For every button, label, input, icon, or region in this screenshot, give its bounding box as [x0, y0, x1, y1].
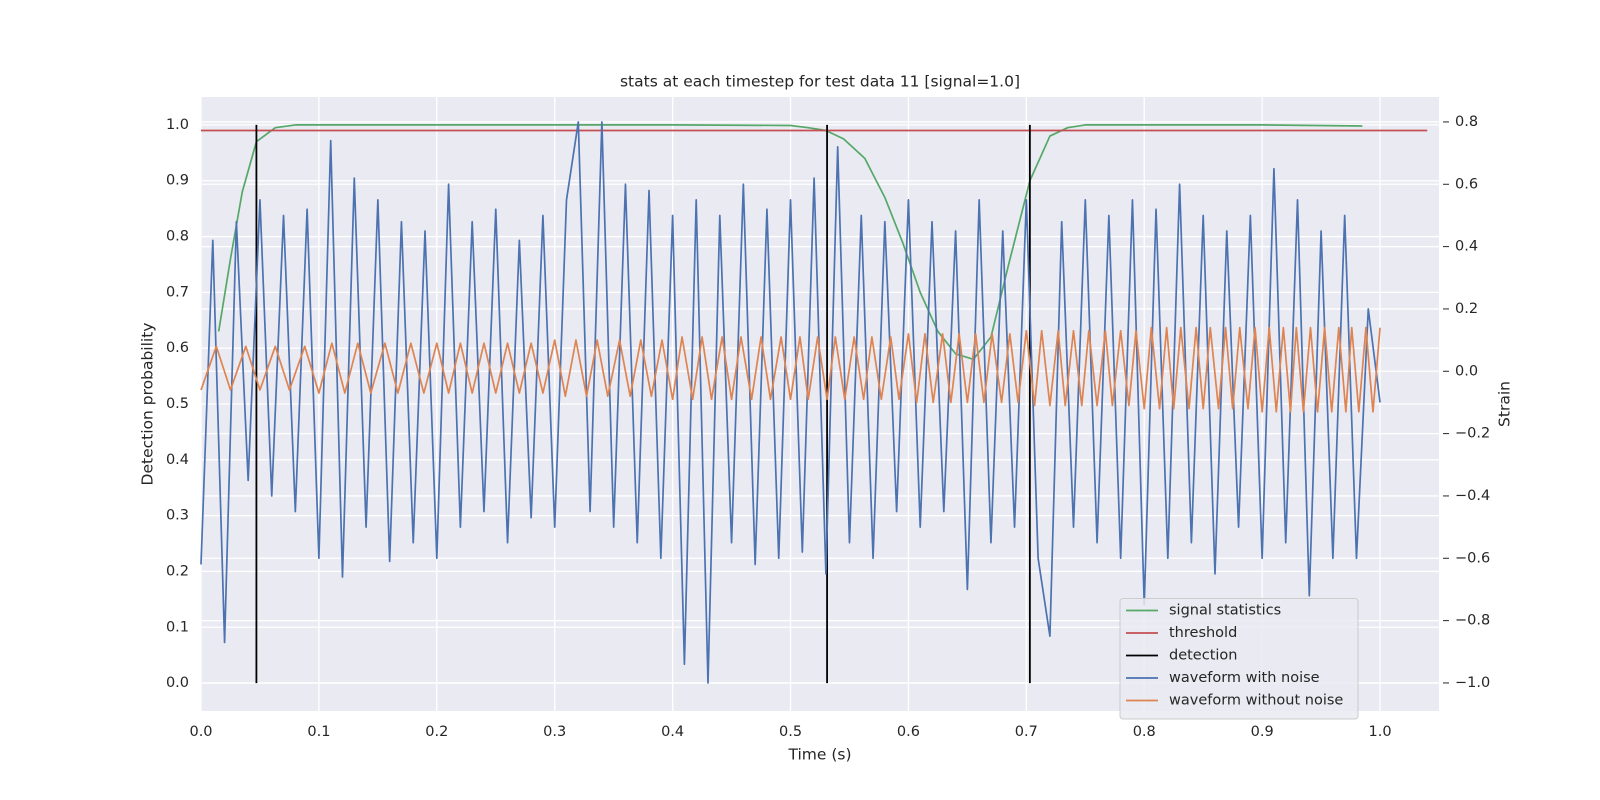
- x-tick-label: 0.0: [189, 724, 212, 740]
- y2-tick-label: 0.4: [1455, 239, 1478, 255]
- x-tick-label: 0.7: [1015, 724, 1038, 740]
- y-tick-label: 0.2: [166, 563, 189, 579]
- legend-label: threshold: [1169, 625, 1237, 641]
- series-line: [217, 124, 1363, 361]
- legend-label: waveform with noise: [1169, 670, 1320, 686]
- series-line: [200, 326, 1381, 413]
- y2-tick-label: 0.8: [1455, 114, 1478, 130]
- y-tick-label: 0.0: [166, 675, 189, 691]
- legend-label: signal statistics: [1169, 603, 1281, 619]
- x-tick-label: 0.2: [425, 724, 448, 740]
- y-axis-label: Detection probability: [139, 323, 157, 486]
- legend-box: [1119, 598, 1359, 720]
- x-tick-label: 0.1: [307, 724, 330, 740]
- y-tick-label: 0.3: [166, 508, 189, 524]
- x-tick-label: 0.3: [543, 724, 566, 740]
- x-tick-label: 1.0: [1369, 724, 1392, 740]
- series-line: [200, 121, 1381, 684]
- y2-tick-label: 0.0: [1455, 363, 1478, 379]
- chart-title: stats at each timestep for test data 11 …: [620, 73, 1020, 91]
- y2-tick-label: −0.4: [1455, 488, 1490, 504]
- x-tick-label: 0.9: [1251, 724, 1274, 740]
- y-tick-label: 0.4: [166, 452, 189, 468]
- legend-label: detection: [1169, 648, 1237, 664]
- legend-label: waveform without noise: [1169, 693, 1343, 709]
- y-tick-label: 0.5: [166, 396, 189, 412]
- x-tick-label: 0.6: [897, 724, 920, 740]
- y2-axis-label: Strain: [1496, 381, 1514, 427]
- x-axis-label: Time (s): [787, 746, 851, 764]
- y2-tick-label: −0.2: [1455, 426, 1490, 442]
- y2-tick-label: −0.6: [1455, 550, 1490, 566]
- y2-tick-label: 0.6: [1455, 176, 1478, 192]
- x-tick-label: 0.4: [661, 724, 684, 740]
- y-tick-label: 1.0: [166, 117, 189, 133]
- y-tick-label: 0.8: [166, 229, 189, 245]
- y-tick-label: 0.9: [166, 173, 189, 189]
- y-tick-label: 0.7: [166, 284, 189, 300]
- y-tick-label: 0.1: [166, 619, 189, 635]
- y-tick-label: 0.6: [166, 340, 189, 356]
- x-tick-label: 0.5: [779, 724, 802, 740]
- y2-tick-label: −1.0: [1455, 675, 1490, 691]
- y2-tick-label: −0.8: [1455, 613, 1490, 629]
- x-tick-label: 0.8: [1133, 724, 1156, 740]
- y2-tick-label: 0.2: [1455, 301, 1478, 317]
